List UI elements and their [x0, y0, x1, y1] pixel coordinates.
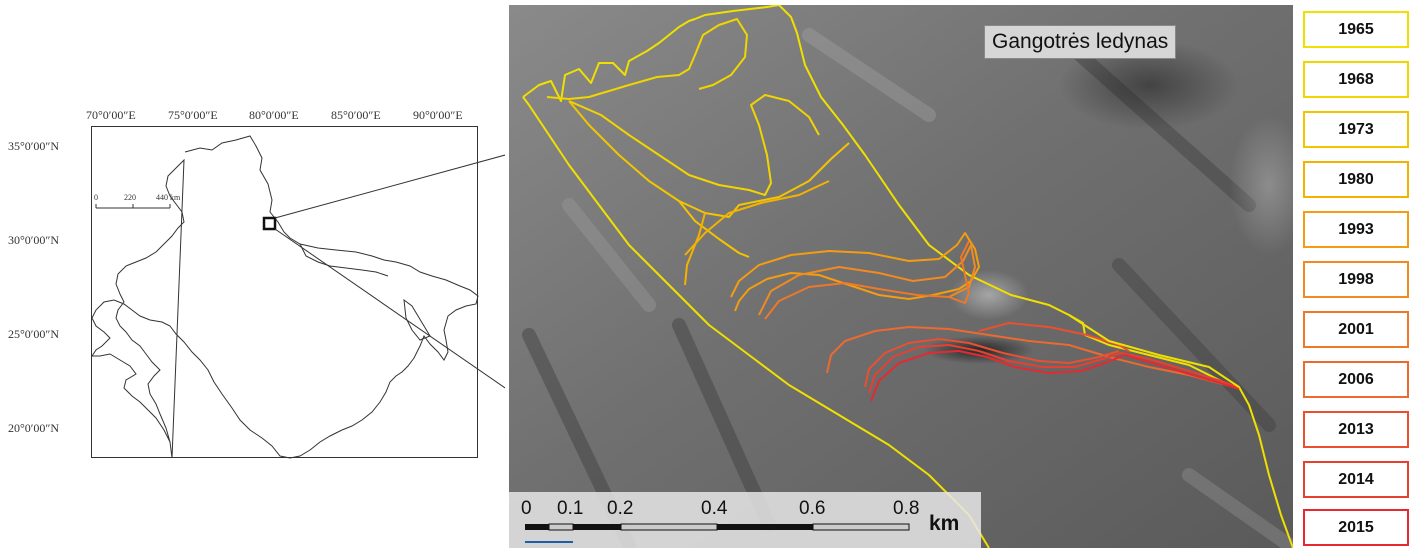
- scale-label: 0.8: [893, 498, 920, 519]
- locator-drawing: 0 220 440 km: [91, 135, 505, 459]
- legend-item-1998: 1998: [1303, 261, 1409, 298]
- connector-line: [274, 228, 505, 389]
- outline-1980: [684, 180, 830, 256]
- year-legend: 1965 1968 1973 1980 1993 1998 2001 2006 …: [1299, 5, 1417, 548]
- outline-1993: [730, 232, 980, 312]
- legend-item-2014: 2014: [1303, 461, 1409, 498]
- legend-item-2001: 2001: [1303, 311, 1409, 348]
- legend-item-1980: 1980: [1303, 161, 1409, 198]
- legend-item-1993: 1993: [1303, 211, 1409, 248]
- outline-2013: [864, 338, 1120, 388]
- lon-tick: 80°0′00″E: [249, 108, 299, 122]
- legend-item-2013: 2013: [1303, 411, 1409, 448]
- scale-label: 0.2: [607, 498, 634, 519]
- satellite-panel: Gangotrės ledynas 0 0.1 0.2 0.4 0.6 0.8 …: [509, 5, 1293, 548]
- lat-tick: 30°0′00″N: [8, 233, 60, 247]
- outline-1965: [522, 5, 1293, 548]
- satellite-image: [509, 5, 1293, 548]
- locator-scale-label: 220: [124, 193, 136, 202]
- lat-tick: 20°0′00″N: [8, 421, 60, 435]
- lat-tick: 35°0′00″N: [8, 139, 60, 153]
- outline-1968: [546, 18, 748, 100]
- legend-item-1973: 1973: [1303, 111, 1409, 148]
- lon-tick: 75°0′00″E: [168, 108, 218, 122]
- lon-tick: 90°0′00″E: [413, 108, 463, 122]
- legend-item-2015: 2015: [1303, 509, 1409, 546]
- scale-unit: km: [929, 512, 960, 535]
- legend-item-1968: 1968: [1303, 61, 1409, 98]
- scale-bar: 0 0.1 0.2 0.4 0.6 0.8 km: [509, 492, 981, 548]
- outline-2006: [826, 326, 1236, 388]
- legend-item-1965: 1965: [1303, 11, 1409, 48]
- map-title: Gangotrės ledynas: [984, 25, 1177, 59]
- outline-1973: [568, 100, 850, 218]
- outline-1998: [758, 244, 976, 316]
- scale-bar-graphic: [525, 523, 910, 543]
- scale-label: 0.6: [799, 498, 826, 519]
- outline-2015: [870, 350, 1240, 402]
- locator-scale-label: 440 km: [156, 193, 181, 202]
- scale-label: 0: [521, 498, 532, 519]
- india-outline: [91, 135, 479, 459]
- locator-map: 70°0′00″E 75°0′00″E 80°0′00″E 85°0′00″E …: [0, 0, 505, 548]
- lat-tick: 25°0′00″N: [8, 327, 60, 341]
- scale-label: 0.1: [557, 498, 584, 519]
- connector-line: [274, 154, 505, 219]
- scale-label: 0.4: [701, 498, 728, 519]
- lon-tick: 85°0′00″E: [331, 108, 381, 122]
- lon-tick: 70°0′00″E: [86, 108, 136, 122]
- legend-item-2006: 2006: [1303, 361, 1409, 398]
- outline-2001: [764, 240, 970, 320]
- outline-2014: [868, 344, 1238, 394]
- study-area-marker: [262, 216, 277, 231]
- locator-scale-label: 0: [94, 193, 98, 202]
